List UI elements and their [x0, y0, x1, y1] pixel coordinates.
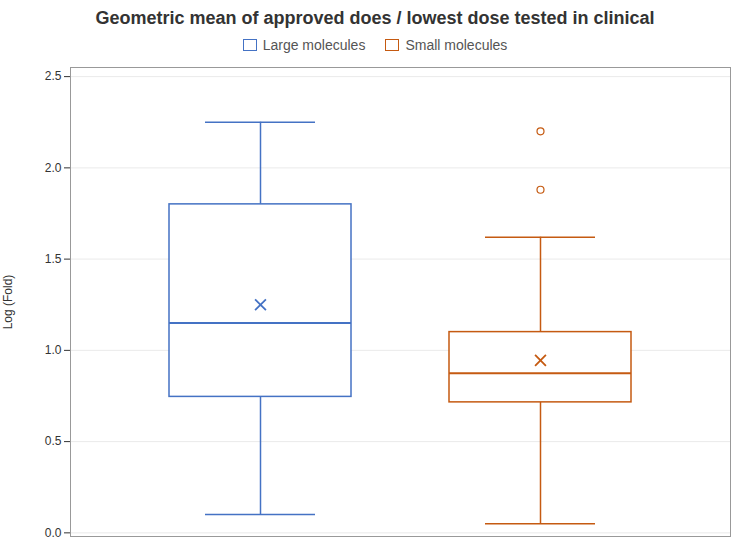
svg-text:Log (Fold): Log (Fold) [1, 275, 15, 330]
svg-text:2.5: 2.5 [45, 69, 62, 83]
svg-text:1.5: 1.5 [45, 252, 62, 266]
html-text:Large molecules: Large molecules [262, 37, 366, 53]
svg-text:1.0: 1.0 [45, 343, 62, 357]
html-text:Geometric mean of approved doe: Geometric mean of approved does / lowest… [95, 8, 655, 28]
svg-text:2.0: 2.0 [45, 161, 62, 175]
svg-text:0.5: 0.5 [45, 434, 62, 448]
html-text:Small molecules: Small molecules [405, 37, 508, 53]
svg-text:0.0: 0.0 [45, 526, 62, 540]
